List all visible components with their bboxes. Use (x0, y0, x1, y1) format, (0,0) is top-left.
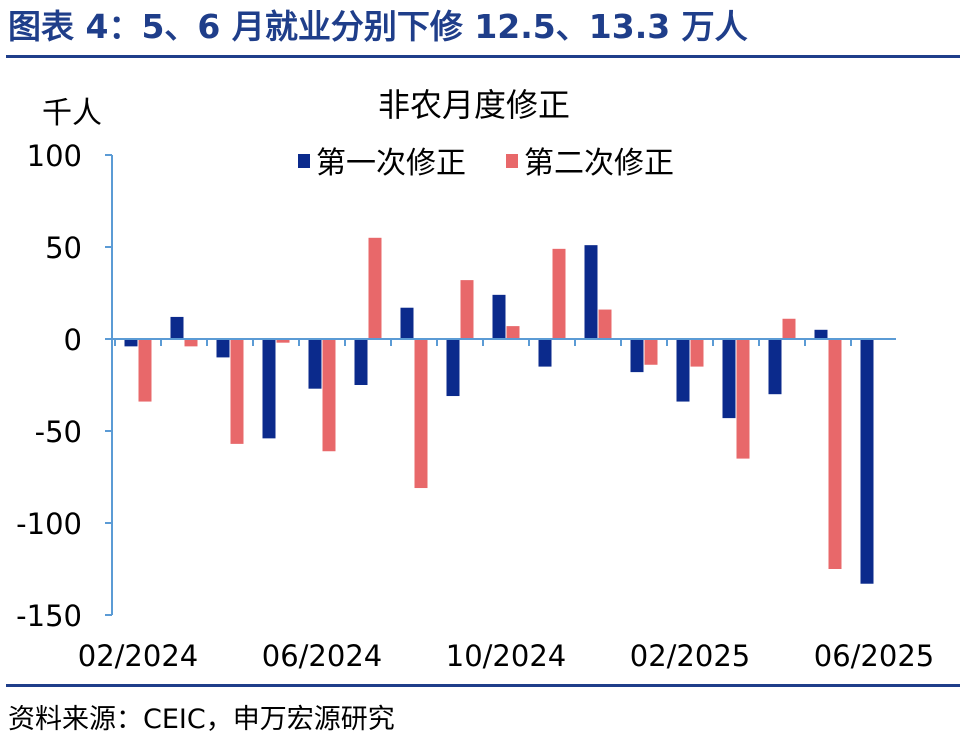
bar-chart: 千人 非农月度修正 第一次修正 第二次修正 100 50 0 -50 -100 -150 02… (16, 86, 934, 673)
bar-first-revision (676, 339, 690, 402)
bar-second-revision (322, 339, 336, 452)
legend: 第一次修正 第二次修正 (298, 146, 674, 181)
y-tick-label: -150 (16, 599, 82, 633)
bar-first-revision (860, 339, 874, 584)
bar-first-revision (354, 339, 368, 385)
x-tick-label: 06/2025 (814, 639, 934, 673)
bar-second-revision (368, 237, 382, 339)
bar-second-revision (736, 339, 750, 459)
bar-second-revision (552, 248, 566, 339)
bar-second-revision (598, 309, 612, 339)
bar-second-revision (506, 326, 520, 339)
bar-second-revision (184, 339, 198, 347)
legend-label: 第一次修正 (316, 146, 466, 181)
bar-first-revision (308, 339, 322, 389)
bar-first-revision (768, 339, 782, 395)
bar-first-revision (814, 329, 828, 339)
bar-second-revision (690, 339, 704, 367)
bar-first-revision (538, 339, 552, 367)
bar-first-revision (722, 339, 736, 419)
bar-first-revision (124, 339, 138, 347)
bar-first-revision (630, 339, 644, 373)
bar-second-revision (138, 339, 152, 402)
x-tick-label: 02/2025 (630, 639, 750, 673)
chart-title: 非农月度修正 (378, 86, 570, 124)
bar-second-revision (644, 339, 658, 365)
bar-first-revision (446, 339, 460, 397)
bar-first-revision (584, 245, 598, 339)
x-tick-label: 06/2024 (262, 639, 382, 673)
title-rule (6, 55, 960, 58)
y-unit-label: 千人 (42, 96, 102, 131)
x-tick-label: 02/2024 (78, 639, 198, 673)
bar-first-revision (492, 294, 506, 339)
y-tick-label: 100 (27, 139, 82, 173)
source-rule (6, 684, 960, 687)
bar-second-revision (230, 339, 244, 444)
bar-second-revision (414, 339, 428, 489)
bar-first-revision (400, 307, 414, 339)
legend-label: 第二次修正 (524, 146, 674, 181)
source-note: 资料来源：CEIC，申万宏源研究 (8, 704, 395, 735)
legend-swatch (298, 154, 310, 168)
y-tick-label: 50 (45, 231, 82, 265)
y-tick-label: -50 (35, 415, 82, 449)
bar-first-revision (170, 316, 184, 339)
bar-second-revision (782, 318, 796, 339)
y-tick-label: 0 (64, 323, 82, 357)
plot-area: 100 50 0 -50 -100 -150 02/2024 06/2024 10/2024 02… (16, 139, 934, 673)
y-tick-label: -100 (16, 507, 82, 541)
bar-second-revision (276, 339, 290, 343)
bar-second-revision (460, 280, 474, 339)
bar-second-revision (828, 339, 842, 569)
x-tick-label: 10/2024 (446, 639, 566, 673)
figure-title: 图表 4：5、6 月就业分别下修 12.5、13.3 万人 (8, 7, 748, 46)
legend-swatch (506, 154, 518, 168)
bar-first-revision (216, 339, 230, 358)
bar-first-revision (262, 339, 276, 439)
